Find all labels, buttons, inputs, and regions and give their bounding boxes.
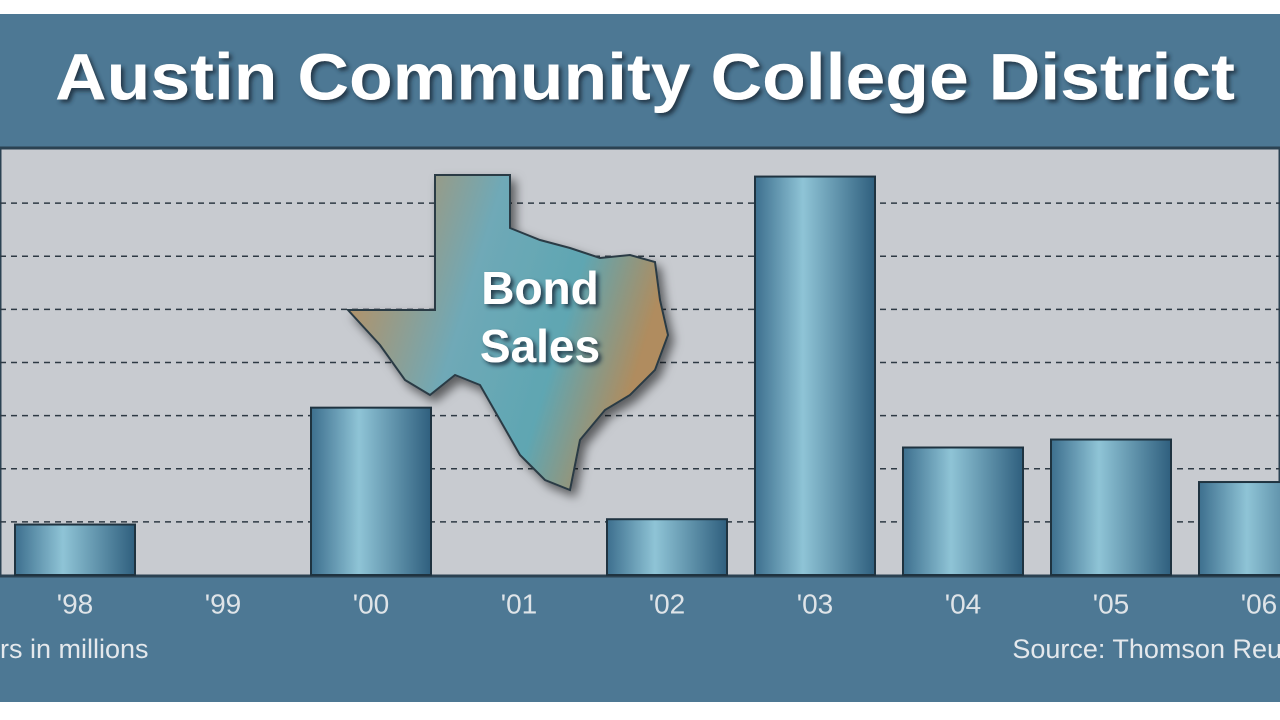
x-tick-label: '99 [205, 588, 242, 619]
x-tick-label: '06 [1241, 588, 1278, 619]
x-tick-label: '04 [945, 588, 982, 619]
x-axis: '98 '99 '00 '01 '02 '03 '04 '05 '06 [57, 588, 1278, 619]
annotation: Sales [480, 320, 600, 372]
texas-map [345, 174, 670, 492]
bar [14, 523, 136, 576]
x-tick-label: '00 [353, 588, 390, 619]
x-tick-label: '02 [649, 588, 686, 619]
x-tick-label: '01 [501, 588, 538, 619]
bars [14, 175, 1280, 576]
bar [310, 406, 432, 576]
bar [902, 446, 1024, 576]
x-tick-label: '05 [1093, 588, 1130, 619]
chart-title: Austin Community College District [55, 39, 1235, 113]
bar [754, 175, 876, 576]
source: Source: Thomson Reu [1012, 634, 1280, 664]
x-tick-label: '98 [57, 588, 94, 619]
bar [606, 518, 728, 576]
bar [1050, 438, 1172, 576]
x-tick-label: '03 [797, 588, 834, 619]
bar [1198, 481, 1280, 576]
texas-shape [345, 174, 670, 492]
annotation: Bond [481, 262, 599, 314]
note: rs in millions [0, 634, 149, 664]
